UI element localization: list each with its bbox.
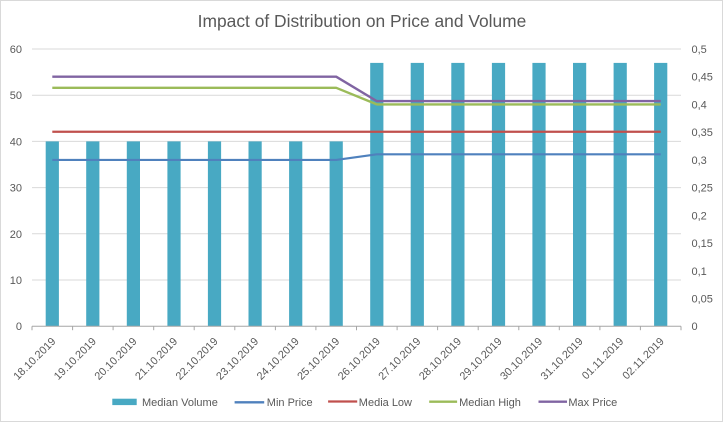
svg-text:0,1: 0,1 <box>692 266 707 278</box>
svg-text:60: 60 <box>10 44 22 56</box>
svg-text:0,35: 0,35 <box>692 127 713 139</box>
svg-text:30: 30 <box>10 183 22 195</box>
svg-text:50: 50 <box>10 90 22 102</box>
svg-text:20: 20 <box>10 229 22 241</box>
svg-text:Media Low: Media Low <box>359 397 412 409</box>
svg-text:0,15: 0,15 <box>692 238 713 250</box>
svg-text:0,3: 0,3 <box>692 155 707 167</box>
svg-text:0,5: 0,5 <box>692 44 707 56</box>
svg-text:Median High: Median High <box>459 397 521 409</box>
svg-text:0,05: 0,05 <box>692 294 713 306</box>
svg-text:0: 0 <box>16 321 22 333</box>
svg-text:0,25: 0,25 <box>692 183 713 195</box>
svg-text:0: 0 <box>692 321 698 333</box>
svg-text:Impact of Distribution on Pric: Impact of Distribution on Price and Volu… <box>198 11 527 31</box>
svg-text:0,2: 0,2 <box>692 210 707 222</box>
svg-text:Max Price: Max Price <box>568 397 617 409</box>
svg-text:10: 10 <box>10 275 22 287</box>
svg-text:40: 40 <box>10 136 22 148</box>
svg-text:Min Price: Min Price <box>267 397 313 409</box>
svg-text:0,4: 0,4 <box>692 99 707 111</box>
svg-text:Median Volume: Median Volume <box>142 397 218 409</box>
svg-text:0,45: 0,45 <box>692 72 713 84</box>
